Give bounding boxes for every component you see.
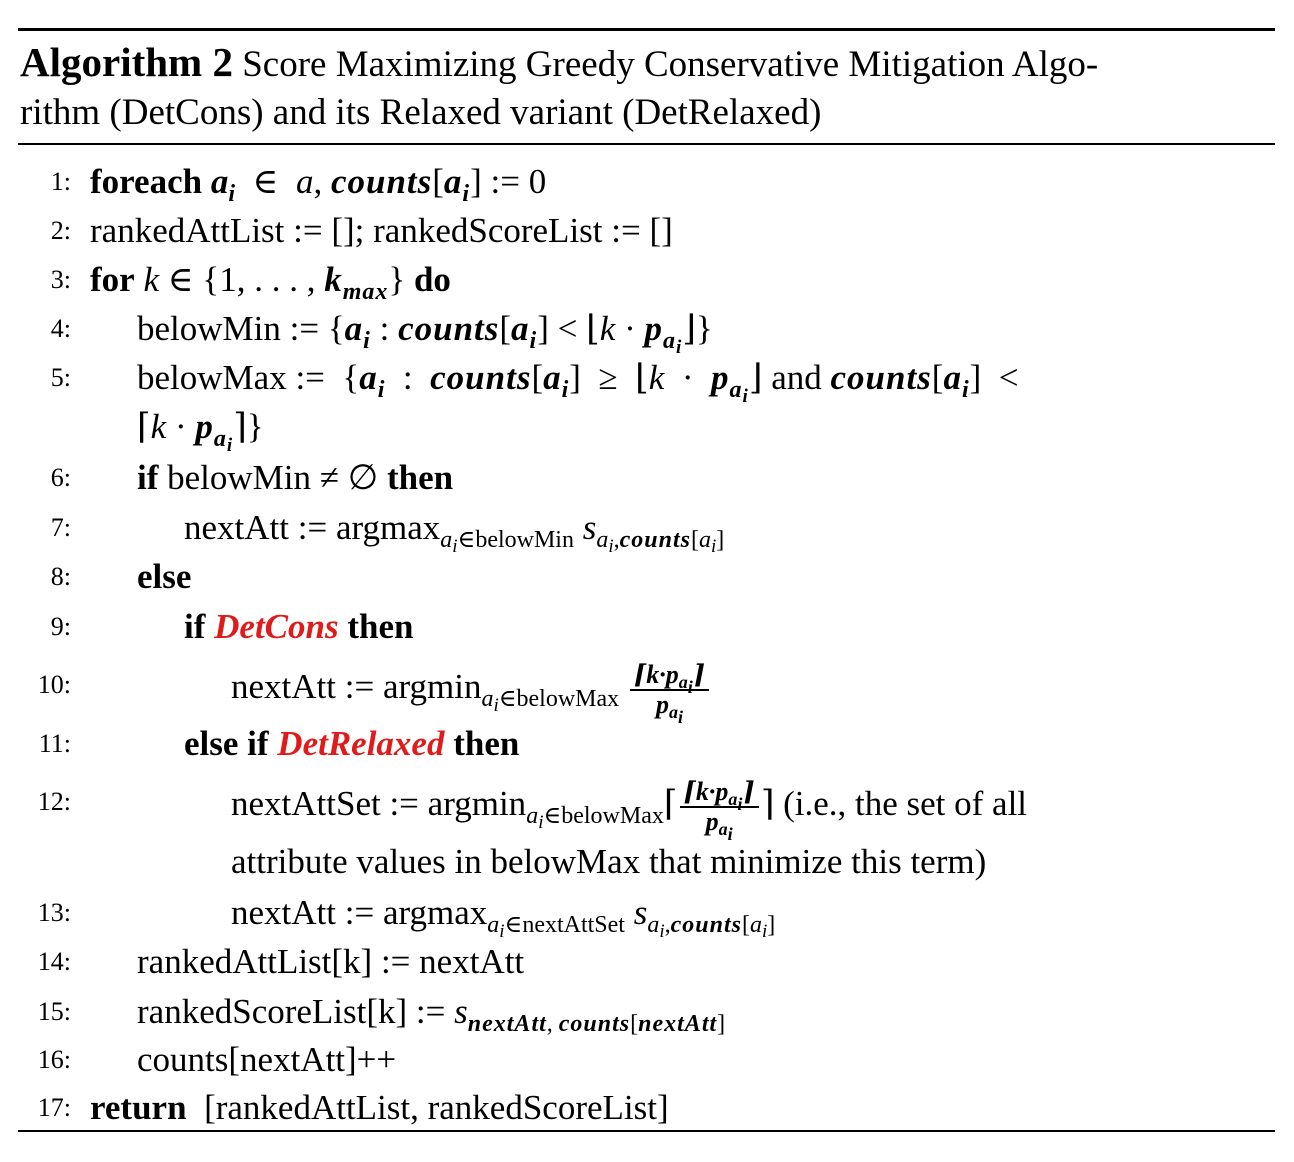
algo-line-13: 13: nextAtt := argmaxai∈nextAttSet sai,c… [0,889,1294,942]
bottom-rule [18,1130,1275,1132]
line-code: nextAtt := argmaxai∈nextAttSet sai,count… [231,893,776,942]
algo-line-7: 7: nextAtt := argmaxai∈belowMin sai,coun… [0,504,1294,557]
keyword: foreach [90,162,203,201]
line-number: 15: [37,997,71,1026]
caption-rule [18,143,1275,145]
algo-line-16: 16: counts[nextAtt]++ [0,1036,1294,1084]
line-code: if belowMin ≠ ∅ then [137,458,454,497]
algo-line-17: 17: return [rankedAttList, rankedScoreLi… [0,1084,1294,1132]
line-number: 11: [38,729,71,758]
line-code: attribute values in belowMax that minimi… [231,842,987,881]
line-number: 9: [50,612,71,641]
keyword: if [137,458,159,497]
line-code: nextAttSet := argminai∈belowMax⌈ ⌈k·pai⌉ p… [231,777,1028,844]
line-number: 5: [50,363,71,392]
algo-line-3: 3: for k ∈ {1, . . . , kmax} do [0,256,1294,304]
algo-line-4: 4: belowMin := {ai : counts[ai] < ⌊k · p… [0,305,1294,358]
line-code: nextAtt := argminai∈belowMax ⌈k·pai⌉ pai [231,661,711,726]
line-code: if DetCons then [184,603,413,651]
line-code: counts[nextAtt]++ [137,1040,397,1079]
line-code: rankedAttList[k] := nextAtt [137,942,525,981]
algo-line-12-cont: attribute values in belowMax that minimi… [0,838,1294,886]
keyword: if [184,607,206,646]
keyword: do [413,260,451,299]
line-number: 8: [50,562,71,591]
line-code: belowMax := {ai : counts[ai] ≥ ⌊k · pai⌋… [137,358,1019,407]
algo-line-2: 2: rankedAttList := []; rankedScoreList … [0,207,1294,255]
algo-line-12: 12: nextAttSet := argminai∈belowMax⌈ ⌈k·p… [0,778,1294,844]
line-code: for k ∈ {1, . . . , kmax} do [90,260,451,305]
detrelaxed-label: DetRelaxed [277,724,445,763]
top-rule [18,28,1275,31]
algo-line-8: 8: else [0,553,1294,601]
line-number: 7: [50,513,71,542]
algo-line-14: 14: rankedAttList[k] := nextAtt [0,938,1294,986]
keyword: then [386,458,454,497]
caption-text-2: rithm (DetCons) and its Relaxed variant … [20,92,822,133]
line-number: 2: [50,216,71,245]
line-code: nextAtt := argmaxai∈belowMin sai,counts[… [184,508,725,557]
line-code: foreach ai ∈ a, counts[ai] := 0 [90,162,547,207]
line-code: belowMin := {ai : counts[ai] < ⌊k · pai⌋… [137,309,713,358]
line-number: 3: [50,265,71,294]
line-code: rankedAttList := []; rankedScoreList := … [90,211,673,250]
line-code: rankedScoreList[k] := snextAtt, counts[n… [137,992,726,1037]
line-number: 4: [50,314,71,343]
algo-line-1: 1: foreach ai ∈ a, counts[ai] := 0 [0,158,1294,206]
line-number: 17: [37,1093,71,1122]
line-number: 14: [37,947,71,976]
keyword: else [137,557,192,596]
keyword: then [453,724,520,763]
detcons-label: DetCons [214,607,339,646]
line-number: 16: [37,1045,71,1074]
line-number: 6: [50,463,71,492]
line-code: return [rankedAttList, rankedScoreList] [90,1088,669,1127]
keyword: then [347,607,414,646]
algorithm-label: Algorithm 2 [20,39,233,85]
line-number: 10: [37,670,71,699]
keyword: for [90,260,135,299]
algo-line-9: 9: if DetCons then [0,603,1294,651]
line-code: ⌈k · pai⌉} [137,407,264,456]
algo-line-6: 6: if belowMin ≠ ∅ then [0,454,1294,502]
keyword: else if [184,724,269,763]
algo-line-10: 10: nextAtt := argminai∈belowMax ⌈k·pai⌉… [0,661,1294,726]
algo-line-5: 5: belowMax := {ai : counts[ai] ≥ ⌊k · p… [0,354,1294,407]
algo-line-5-cont: ⌈k · pai⌉} [0,403,1294,456]
algo-line-11: 11: else if DetRelaxed then [0,720,1294,768]
line-code: else [137,553,191,601]
line-number: 1: [50,167,71,196]
fraction: ⌈k·pai⌉ pai [679,778,759,843]
line-code: else if DetRelaxed then [184,720,519,768]
algo-line-15: 15: rankedScoreList[k] := snextAtt, coun… [0,988,1294,1036]
line-number: 12: [37,787,71,816]
caption-text-1: Score Maximizing Greedy Conservative Mit… [242,44,1099,85]
algorithm-caption: Algorithm 2 Score Maximizing Greedy Cons… [20,38,1280,137]
fraction: ⌈k·pai⌉ pai [629,661,710,726]
line-number: 13: [37,898,71,927]
keyword: return [90,1088,187,1127]
